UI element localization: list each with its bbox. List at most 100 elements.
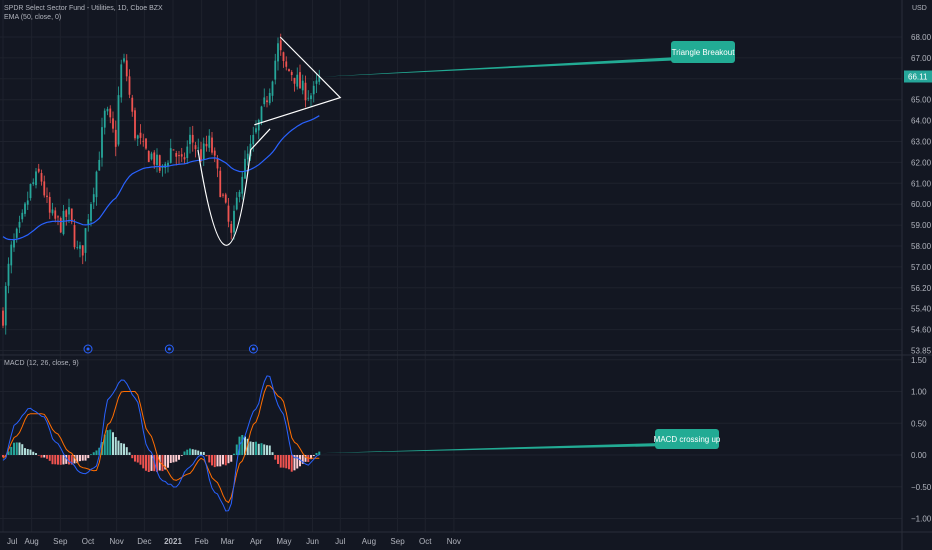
macd-histogram-bar: [175, 455, 178, 462]
candle-body: [246, 153, 249, 160]
pattern-drawings[interactable]: [197, 36, 342, 246]
macd-histogram-bar: [180, 455, 183, 456]
time-tick-label: Dec: [137, 537, 151, 546]
macd-axis[interactable]: 1.50 1.00 0.50 0.00 −0.50 −1.00: [911, 356, 932, 524]
macd-histogram-bar: [213, 455, 216, 468]
candle-body: [227, 205, 230, 222]
candle-body: [233, 210, 235, 233]
time-tick-label: 2021: [164, 537, 182, 546]
macd-histogram-bar: [13, 442, 15, 455]
candle-body: [224, 194, 227, 203]
event-marker-icon[interactable]: [83, 344, 93, 354]
price-pane[interactable]: [2, 33, 321, 335]
macd-tick-label: 0.50: [911, 419, 927, 428]
candle-body: [54, 210, 57, 219]
callouts[interactable]: Triangle Breakout MACD crossing up: [321, 41, 735, 454]
price-tick-label: 64.00: [911, 117, 932, 126]
candle-body: [46, 195, 48, 198]
candle-body: [183, 157, 186, 160]
candle-body: [194, 145, 197, 150]
event-marker-dot: [86, 347, 90, 351]
candle-body: [68, 207, 70, 215]
macd-tick-label: 1.50: [911, 356, 927, 365]
candle-body: [202, 143, 205, 160]
macd-histogram-bar: [90, 454, 92, 455]
candle-body: [153, 152, 156, 165]
candle-body: [139, 132, 142, 138]
price-tick-label: 65.00: [911, 96, 932, 105]
time-tick-label: Jun: [306, 537, 319, 546]
macd-line: [2, 375, 320, 512]
candle-body: [101, 127, 103, 158]
macd-histogram-bar: [277, 455, 279, 464]
candle-body: [296, 74, 299, 87]
signal-line: [2, 385, 320, 504]
price-axis[interactable]: 68.0067.0066.0065.0064.0063.0062.0061.00…: [904, 33, 932, 356]
candle-body: [112, 118, 114, 129]
price-tick-label: 53.85: [911, 347, 932, 356]
price-tick-label: 57.00: [911, 263, 932, 272]
candle-body: [156, 154, 158, 166]
macd-histogram-bar: [271, 452, 274, 455]
macd-histogram-bar: [68, 455, 70, 465]
macd-histogram-bar: [257, 443, 260, 455]
candle-body: [43, 181, 46, 196]
candle-body: [147, 151, 150, 163]
macd-histogram-bar: [233, 453, 235, 455]
event-marker-dot: [167, 347, 171, 351]
candle-body: [136, 135, 139, 139]
macd-histogram-bar: [95, 450, 98, 455]
macd-histogram-bar: [216, 455, 219, 467]
macd-histogram-bar: [40, 455, 43, 458]
time-tick-label: Sep: [390, 537, 405, 546]
candle-body: [128, 76, 131, 95]
macd-histogram-bar: [244, 436, 246, 455]
macd-histogram-bar: [7, 451, 10, 455]
candle-body: [90, 204, 92, 222]
event-markers[interactable]: [83, 344, 258, 354]
candle-body: [26, 200, 29, 205]
time-axis[interactable]: Jul Aug Sep Oct Nov Dec 2021 Feb Mar Apr May Jun Jul…: [7, 537, 461, 546]
cup-pattern-drawing[interactable]: [197, 128, 271, 246]
macd-histogram-bar: [10, 446, 13, 455]
macd-histogram-bar: [153, 455, 156, 472]
candle-body: [37, 168, 40, 172]
macd-tick-label: 0.00: [911, 451, 927, 460]
candle-body: [279, 40, 282, 51]
candle-body: [310, 95, 312, 100]
triangle-pattern-drawing[interactable]: [254, 36, 342, 126]
candle-body: [7, 263, 10, 286]
candle-body: [142, 140, 145, 142]
candle-body: [15, 228, 18, 238]
macd-histogram-bar: [32, 451, 35, 455]
macd-histogram-bar: [92, 452, 95, 455]
macd-histogram-bar: [304, 455, 307, 462]
candle-body: [24, 203, 26, 214]
macd-histogram-bar: [227, 455, 230, 464]
macd-pane[interactable]: [2, 375, 321, 512]
macd-histogram-bar: [230, 455, 233, 462]
candle-body: [123, 58, 125, 62]
ema-line: [2, 115, 320, 241]
macd-histogram-bar: [21, 444, 24, 455]
macd-histogram-bar: [114, 437, 117, 455]
candle-body: [81, 245, 84, 256]
candle-body: [213, 150, 216, 156]
event-marker-icon[interactable]: [164, 344, 174, 354]
candle-body: [216, 158, 219, 169]
time-tick-label: May: [276, 537, 291, 546]
macd-histogram-bar: [241, 435, 244, 455]
macd-crossing-callout-box[interactable]: [655, 429, 719, 449]
macd-histogram-bar: [150, 455, 153, 471]
candle-body: [304, 82, 307, 101]
triangle-breakout-callout-box[interactable]: [671, 41, 735, 63]
candle-body: [263, 97, 266, 105]
candle-body: [241, 176, 244, 194]
macd-histogram-bar: [147, 455, 150, 473]
macd-histogram-bar: [145, 455, 147, 471]
event-marker-icon[interactable]: [248, 344, 258, 354]
candle-body: [293, 77, 296, 84]
candle-body: [197, 147, 200, 149]
macd-histogram-bar: [136, 455, 139, 463]
